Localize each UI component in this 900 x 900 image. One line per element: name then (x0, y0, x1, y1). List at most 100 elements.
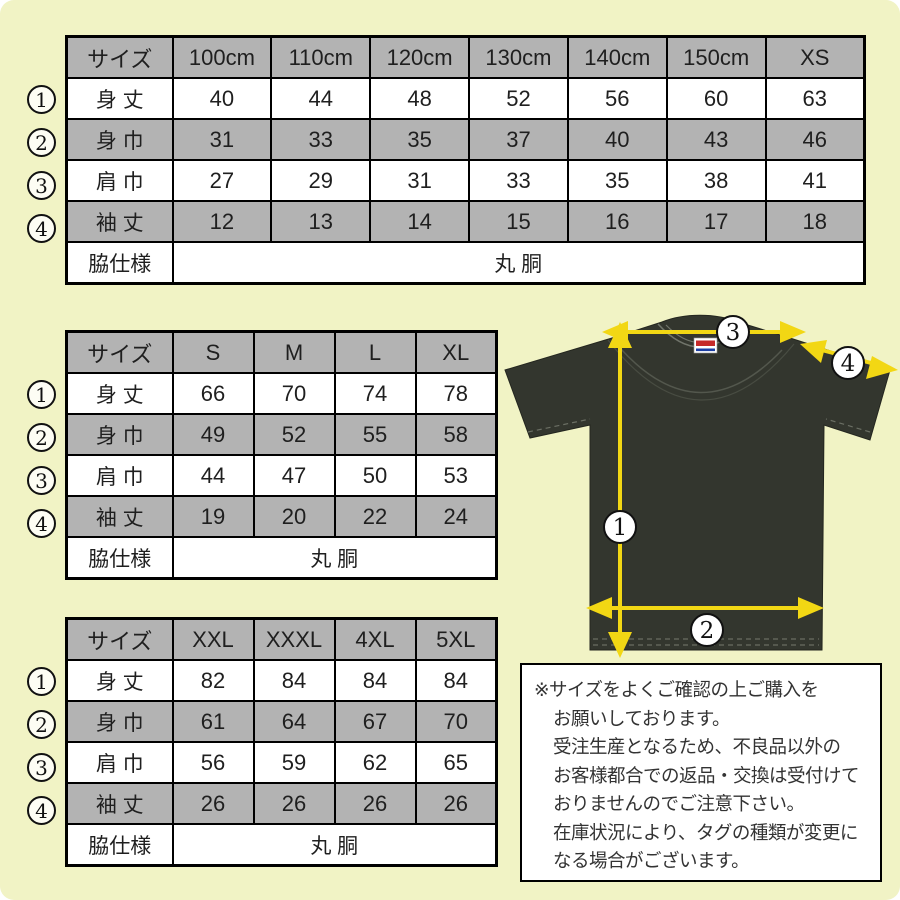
circled-row-marker: 1 (27, 85, 56, 114)
svg-text:3: 3 (726, 320, 741, 346)
measure-value-cell: 48 (369, 77, 471, 120)
size-header-label: サイズ (65, 617, 174, 661)
size-column-header: 110cm (270, 35, 372, 79)
note-line: なる場合がございます。 (553, 850, 750, 871)
note-line: 在庫状況により、タグの種類が変更に (553, 821, 858, 843)
measure-row-label: 袖 丈 (65, 782, 174, 825)
measure-value-cell: 67 (333, 700, 417, 743)
measure-value-cell: 41 (764, 159, 866, 202)
measure-value-cell: 60 (665, 77, 767, 120)
size-column-header: XL (414, 330, 498, 374)
purchase-note: ※サイズをよくご確認の上ご購入を お願いしております。 受注生産となるため、不良… (520, 663, 882, 882)
size-column-header: XXXL (252, 617, 336, 661)
side-spec-value: 丸 胴 (171, 823, 498, 867)
measure-value-cell: 74 (333, 372, 417, 415)
note-line: 受注生産となるため、不良品以外の (553, 736, 841, 757)
measure-value-cell: 53 (414, 454, 498, 497)
diagram-marker-1: 1 (603, 510, 637, 544)
svg-text:2: 2 (700, 618, 715, 644)
measure-value-cell: 37 (468, 118, 569, 161)
right-sleeve-seam (825, 418, 871, 433)
measure-value-cell: 46 (764, 118, 866, 161)
measure-value-cell: 26 (252, 782, 336, 825)
measure-value-cell: 58 (414, 413, 498, 456)
measure-value-cell: 62 (333, 741, 417, 784)
measure-value-cell: 24 (414, 495, 498, 538)
measure-value-cell: 63 (764, 77, 866, 120)
measure-value-cell: 16 (566, 200, 668, 243)
size-column-header: 140cm (566, 35, 668, 79)
measure-value-cell: 26 (171, 782, 255, 825)
measure-value-cell: 38 (665, 159, 767, 202)
measure-row-label: 身 巾 (65, 700, 174, 743)
size-column-header: XS (764, 35, 866, 79)
size-column-header: 120cm (369, 35, 471, 79)
circled-row-marker: 3 (27, 171, 56, 200)
size-column-header: XXL (171, 617, 255, 661)
measure-row-label: 肩 巾 (65, 741, 174, 784)
left-sleeve-seam (527, 418, 591, 433)
measure-value-cell: 70 (252, 372, 336, 415)
circled-row-marker: 4 (27, 214, 56, 243)
measure-value-cell: 50 (333, 454, 417, 497)
size-column-header: 150cm (665, 35, 767, 79)
measure-value-cell: 26 (333, 782, 417, 825)
measure-value-cell: 61 (171, 700, 255, 743)
measure-row-label: 袖 丈 (65, 495, 174, 538)
measure-value-cell: 43 (665, 118, 767, 161)
measure-value-cell: 17 (665, 200, 767, 243)
circled-row-marker: 2 (27, 423, 56, 452)
measure-value-cell: 84 (333, 659, 417, 702)
circled-row-marker: 2 (27, 710, 56, 739)
measure-value-cell: 49 (171, 413, 255, 456)
shoulder-seam-arc (619, 347, 783, 394)
note-line: お客様都合での返品・交換は受付けて (553, 764, 860, 786)
measure-value-cell: 33 (270, 118, 372, 161)
measure-value-cell: 35 (369, 118, 471, 161)
measure-arrows (586, 321, 898, 658)
measure-value-cell: 31 (171, 118, 273, 161)
measure-value-cell: 55 (333, 413, 417, 456)
brand-tag-icon (693, 337, 718, 354)
measure-value-cell: 78 (414, 372, 498, 415)
measure-value-cell: 47 (252, 454, 336, 497)
circled-row-marker: 4 (27, 509, 56, 538)
measure-value-cell: 44 (270, 77, 372, 120)
measure-row-label: 身 巾 (65, 118, 174, 161)
size-column-header: L (333, 330, 417, 374)
measure-value-cell: 20 (252, 495, 336, 538)
side-spec-value: 丸 胴 (171, 536, 498, 580)
measure-row-label: 身 丈 (65, 372, 174, 415)
size-column-header: 130cm (468, 35, 569, 79)
size-column-header: 4XL (333, 617, 417, 661)
measure-value-cell: 22 (333, 495, 417, 538)
note-line: お願いしております。 (553, 707, 731, 729)
measure-value-cell: 84 (414, 659, 498, 702)
size-column-header: M (252, 330, 336, 374)
measure-value-cell: 13 (270, 200, 372, 243)
measure-value-cell: 82 (171, 659, 255, 702)
size-column-header: S (171, 330, 255, 374)
measure-value-cell: 35 (566, 159, 668, 202)
diagram-marker-4: 4 (831, 346, 865, 380)
measure-value-cell: 64 (252, 700, 336, 743)
measure-value-cell: 56 (171, 741, 255, 784)
circled-row-marker: 3 (27, 753, 56, 782)
circled-row-marker: 1 (27, 380, 56, 409)
size-column-header: 5XL (414, 617, 498, 661)
measure-value-cell: 59 (252, 741, 336, 784)
note-line: おりませんのでご注意下さい。 (553, 793, 805, 814)
size-table-adult-wrapper: 1 2 3 4 サイズ S M L XL 身 丈 66 70 74 78 身 巾 49 52 55 58 肩 巾 44… (21, 330, 498, 580)
note-line: ※サイズをよくご確認の上ご購入を (534, 679, 819, 700)
circled-row-marker: 3 (27, 466, 56, 495)
side-spec-label: 脇仕様 (65, 536, 174, 580)
size-table-adult: サイズ S M L XL 身 丈 66 70 74 78 身 巾 49 52 55 58 肩 巾 44 47 50 5… (65, 330, 498, 580)
circled-row-marker: 1 (27, 667, 56, 696)
circled-row-marker: 4 (27, 796, 56, 825)
measure-value-cell: 12 (171, 200, 273, 243)
measure-value-cell: 52 (252, 413, 336, 456)
measure-row-label: 肩 巾 (65, 159, 174, 202)
measure-value-cell: 19 (171, 495, 255, 538)
